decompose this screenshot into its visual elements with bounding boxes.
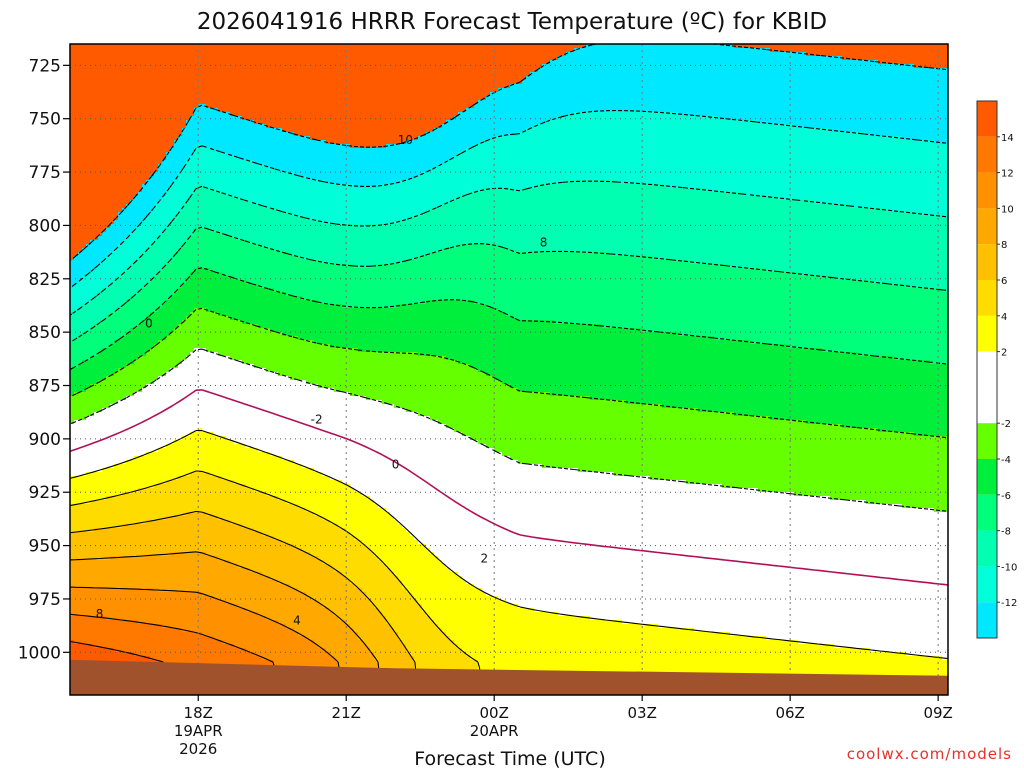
colorbar-band [977,495,997,531]
credit-link[interactable]: coolwx.com/models [847,745,1012,763]
colorbar-band [977,208,997,244]
colorbar-band [977,244,997,280]
contour-label: 4 [293,613,301,627]
chart-title: 2026041916 HRRR Forecast Temperature (ºC… [197,9,827,35]
colorbar-band [977,459,997,495]
contour-label: -2 [311,413,323,427]
colorbar-tick-label: -4 [1001,455,1011,466]
colorbar-tick-label: -8 [1001,527,1011,538]
contour-label: 10 [398,133,413,147]
x-tick-label: 19APR [174,722,223,740]
colorbar-band [977,280,997,316]
colorbar-tick-label: 2 [1001,348,1007,359]
y-tick-label: 825 [29,270,61,290]
colorbar-legend: 14 12 10 8 6 4 2 -2 -4 -6 -8 -10 -12 [977,101,1017,638]
y-tick-label: 775 [29,163,61,183]
x-tick-label: 20APR [470,722,519,740]
colorbar-tick-label: 14 [1001,133,1014,144]
colorbar-band [977,352,997,424]
colorbar-tick-label: 4 [1001,312,1007,323]
colorbar-band [977,316,997,352]
colorbar-tick-label: -2 [1001,419,1011,430]
y-tick-label: 850 [29,323,61,343]
colorbar-band [977,137,997,173]
colorbar-tick-label: -6 [1001,491,1011,502]
x-axis-label: Forecast Time (UTC) [414,748,605,768]
x-tick-label: 00Z [480,704,509,722]
contour-label: 0 [392,457,400,471]
colorbar-band [977,173,997,209]
plot-area: 10 8 0 -2 0 2 4 8 [70,44,952,698]
colorbar-tick-label: 6 [1001,276,1007,287]
x-tick-label: 21Z [332,704,361,722]
colorbar-band [977,602,997,638]
colorbar-band [977,531,997,567]
contour-label: 8 [540,236,548,250]
colorbar-tick-label: -12 [1001,598,1017,609]
y-tick-label: 875 [29,377,61,397]
y-tick-label: 725 [29,56,61,76]
y-tick-label: 900 [29,430,61,450]
colorbar-band [977,423,997,459]
contour-label: 8 [96,607,104,621]
y-tick-label: 975 [29,590,61,610]
x-tick-label: 06Z [775,704,804,722]
y-tick-label: 800 [29,216,61,236]
y-tick-label: 750 [29,110,61,130]
x-tick-label: 18Z [184,704,213,722]
x-tick-label: 03Z [627,704,656,722]
y-axis: 725 750 775 800 825 850 875 900 925 950 975 1000 [18,56,70,663]
y-tick-label: 925 [29,483,61,503]
y-tick-label: 1000 [18,643,61,663]
x-tick-label: 2026 [179,740,217,758]
colorbar-tick-label: 12 [1001,169,1014,180]
contour-label: 0 [145,317,153,331]
y-tick-label: 950 [29,537,61,557]
colorbar-band [977,101,997,137]
colorbar-tick-label: 10 [1001,204,1014,215]
x-tick-label: 09Z [923,704,952,722]
colorbar-tick-label: -10 [1001,562,1017,573]
colorbar-tick-label: 8 [1001,240,1007,251]
colorbar-band [977,566,997,602]
contour-label: 2 [481,551,489,565]
